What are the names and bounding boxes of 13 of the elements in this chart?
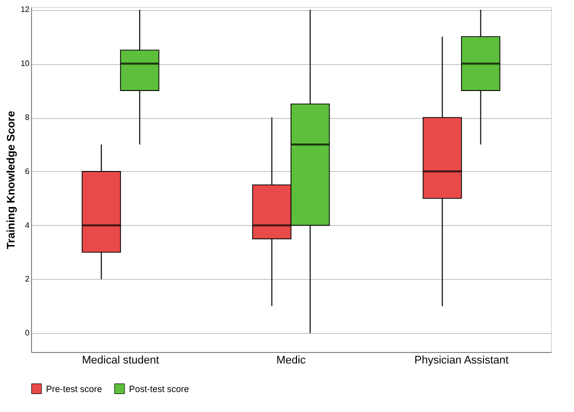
legend-label: Pre-test score	[46, 384, 102, 394]
y-tick-label: 10	[20, 59, 30, 68]
x-tick-label: Physician Assistant	[414, 354, 509, 366]
x-tick-label: Medical student	[82, 354, 160, 366]
y-tick-label: 2	[25, 274, 30, 284]
y-tick-label: 0	[25, 328, 30, 338]
y-tick-label: 12	[20, 5, 30, 14]
y-tick-label: 6	[25, 166, 30, 176]
x-tick-label: Medic	[276, 354, 306, 366]
y-axis-title: Training Knowledge Score	[6, 110, 18, 250]
legend-label: Post-test score	[129, 384, 190, 394]
y-tick-label: 4	[25, 220, 30, 230]
y-tick-label: 8	[25, 113, 30, 122]
